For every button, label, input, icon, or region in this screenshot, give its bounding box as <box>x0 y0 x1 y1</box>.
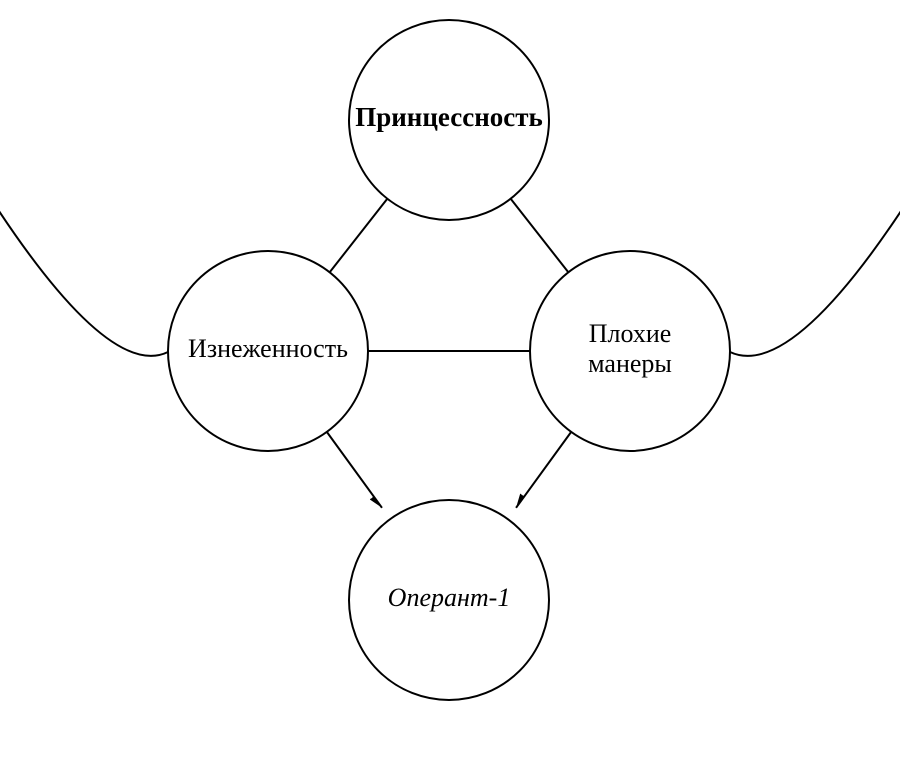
edge <box>511 199 569 273</box>
node-label: Принцессность <box>355 102 543 132</box>
concept-diagram: Принцессность Изнеженность Плохиеманеры Опе… <box>0 0 900 767</box>
node-bottom: Оперант-1 <box>349 500 549 700</box>
edge <box>327 432 382 508</box>
decorative-arc <box>730 205 900 356</box>
node-left: Изнеженность <box>168 251 368 451</box>
edge <box>330 199 388 273</box>
node-top: Принцессность <box>349 20 549 220</box>
nodes-layer: Принцессность Изнеженность Плохиеманеры Опе… <box>168 20 730 700</box>
decorative-arcs <box>0 205 900 356</box>
node-label: Оперант-1 <box>388 583 511 612</box>
node-label: Изнеженность <box>188 334 348 363</box>
edge <box>516 432 571 508</box>
node-label: Плохиеманеры <box>588 319 672 378</box>
decorative-arc <box>0 205 168 356</box>
node-right: Плохиеманеры <box>530 251 730 451</box>
